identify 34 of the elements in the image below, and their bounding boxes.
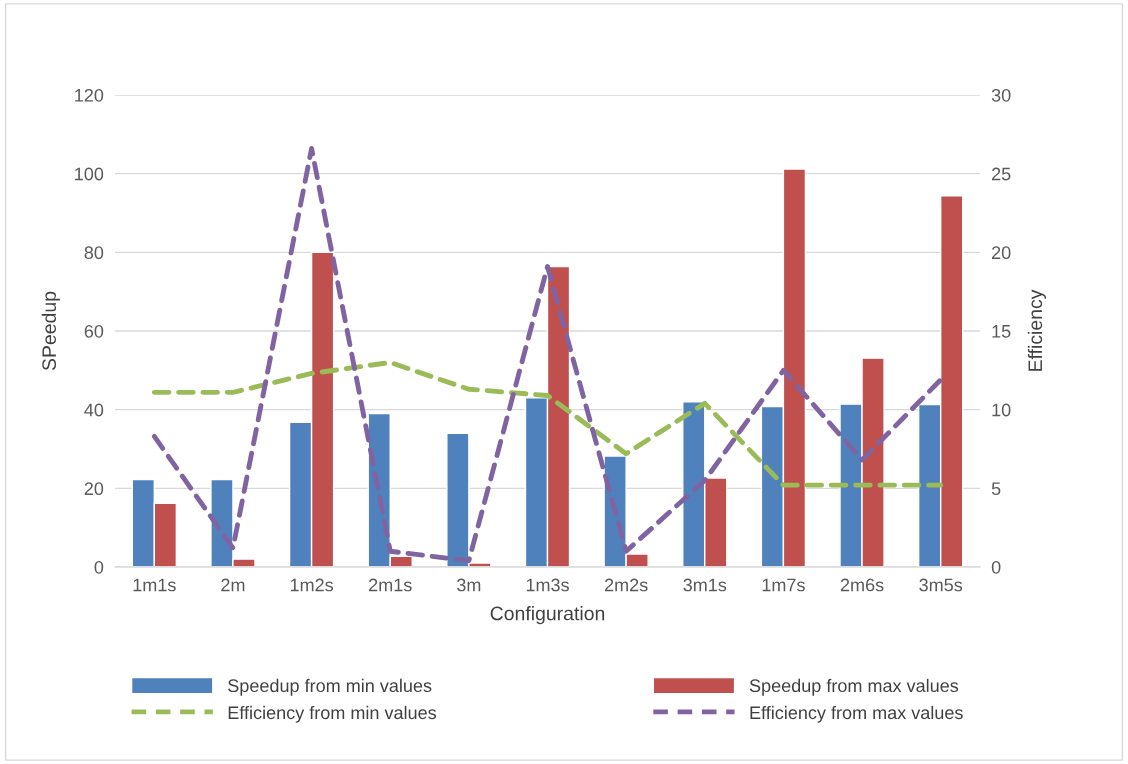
x-tick-label: 2m6s — [840, 578, 884, 592]
x-tick-label: 1m3s — [526, 578, 569, 592]
y-axis-title: SPeedup — [41, 291, 60, 371]
y-tick-label: 40 — [84, 403, 104, 417]
x-axis-title: Configuration — [490, 606, 605, 625]
legend-label: Speedup from max values — [749, 678, 959, 696]
x-tick-label: 1m2s — [290, 578, 334, 592]
x-tick-label: 2m1s — [369, 578, 412, 592]
y2-tick-label: 5 — [991, 482, 1001, 496]
y2-tick-label: 10 — [992, 403, 1011, 417]
line-series — [151, 146, 944, 564]
y-tick-label: 100 — [75, 167, 104, 181]
legend-label: Efficiency from min values — [228, 705, 437, 723]
legend-label: Speedup from min values — [228, 678, 432, 696]
y-tick-label: 120 — [75, 88, 104, 102]
y-tick-label: 0 — [94, 560, 104, 574]
x-tick-label: 2m — [221, 578, 245, 592]
x-tick-label: 1m1s — [133, 578, 176, 592]
y2-axis-title: Efficiency — [1027, 289, 1046, 371]
x-tick-label: 3m5s — [919, 578, 963, 592]
y-tick-label: 60 — [84, 324, 104, 338]
y-tick-label: 80 — [84, 246, 104, 260]
y-tick-label: 20 — [84, 482, 104, 496]
legend-label: Efficiency from max values — [750, 705, 963, 723]
x-tick-label: 3m — [457, 578, 481, 592]
line-series — [151, 360, 944, 488]
x-tick-label: 1m7s — [762, 578, 805, 592]
x-tick-label: 3m1s — [683, 578, 727, 592]
y2-tick-label: 15 — [992, 325, 1011, 338]
y2-tick-label: 30 — [991, 88, 1011, 102]
y2-tick-label: 25 — [992, 167, 1011, 181]
x-tick-label: 2m2s — [604, 578, 648, 592]
y2-tick-label: 20 — [992, 246, 1011, 260]
y2-tick-label: 0 — [991, 560, 1001, 574]
